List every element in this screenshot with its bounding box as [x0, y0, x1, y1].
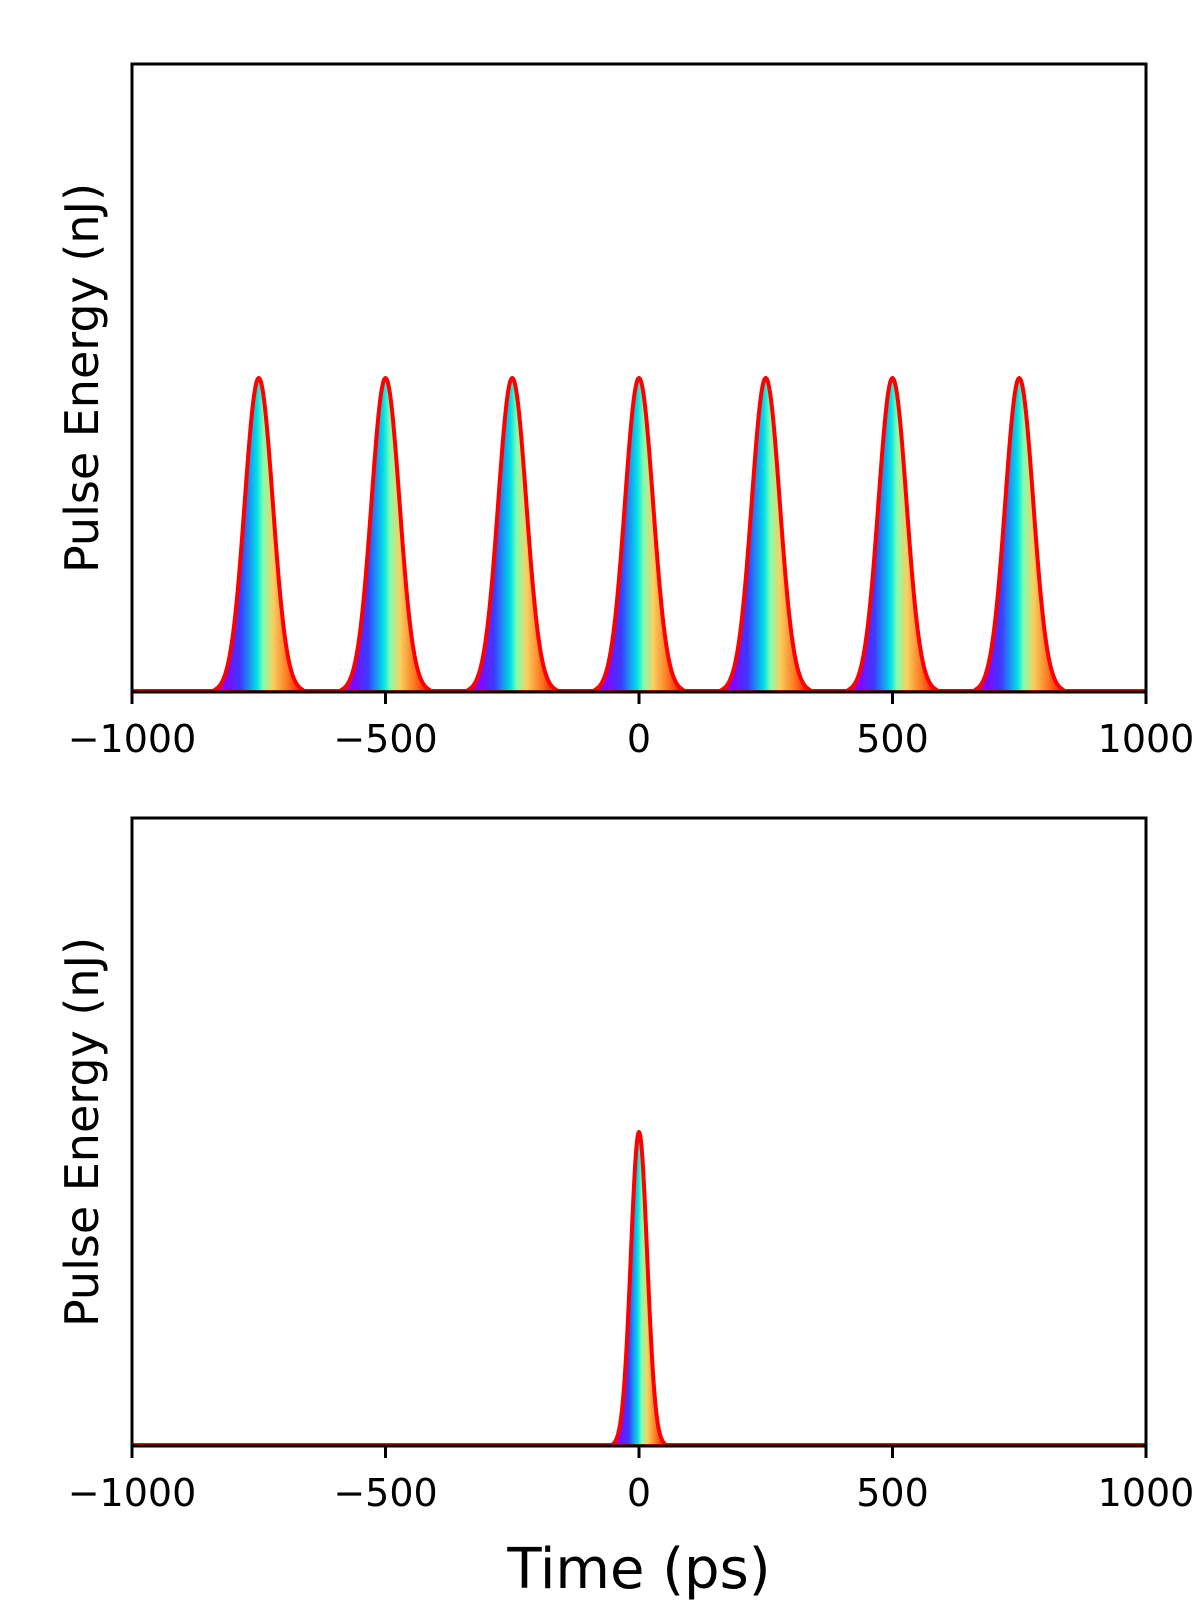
x-tick-label: 500 [856, 1471, 929, 1515]
bottom-y-axis-label: Pulse Energy (nJ) [55, 937, 109, 1327]
pulse-fill [720, 378, 811, 691]
x-tick-label: 1000 [1098, 717, 1195, 761]
x-tick-label: 500 [856, 717, 929, 761]
pulse-line [593, 376, 685, 692]
pulse-fill [213, 378, 304, 691]
x-tick-label: 0 [627, 717, 651, 761]
bottom-panel: −1000 −500 0 500 1000 Pulse Energy (nJ) Time… [55, 816, 1195, 1600]
top-y-axis-label: Pulse Energy (nJ) [55, 183, 109, 573]
x-tick-label: 1000 [1098, 1471, 1195, 1515]
pulse-line [339, 376, 432, 692]
x-tick-label: 0 [627, 1471, 651, 1515]
pulse-line [611, 1130, 667, 1446]
pulse-fill [974, 378, 1065, 691]
x-tick-label: −1000 [68, 1471, 197, 1515]
bottom-pulses [132, 1130, 1146, 1446]
pulse-fill [612, 1132, 666, 1445]
pulse-line [213, 376, 305, 692]
x-tick-label: −500 [333, 717, 437, 761]
pulse-line [720, 376, 812, 692]
top-pulses [132, 376, 1146, 692]
top-panel: −1000 −500 0 500 1000 Pulse Energy (nJ) [55, 62, 1195, 761]
pulse-fill [594, 378, 684, 691]
pulse-line [466, 376, 558, 692]
top-x-ticks: −1000 −500 0 500 1000 [68, 692, 1195, 761]
x-tick-label: −1000 [68, 717, 197, 761]
x-tick-label: −500 [333, 1471, 437, 1515]
x-axis-label: Time (ps) [506, 1537, 770, 1600]
pulse-fill [340, 378, 431, 691]
pulse-line [973, 376, 1065, 692]
pulse-fill [467, 378, 558, 691]
pulse-fill [847, 378, 938, 691]
bottom-x-ticks: −1000 −500 0 500 1000 [68, 1446, 1195, 1515]
pulse-line [846, 376, 939, 692]
